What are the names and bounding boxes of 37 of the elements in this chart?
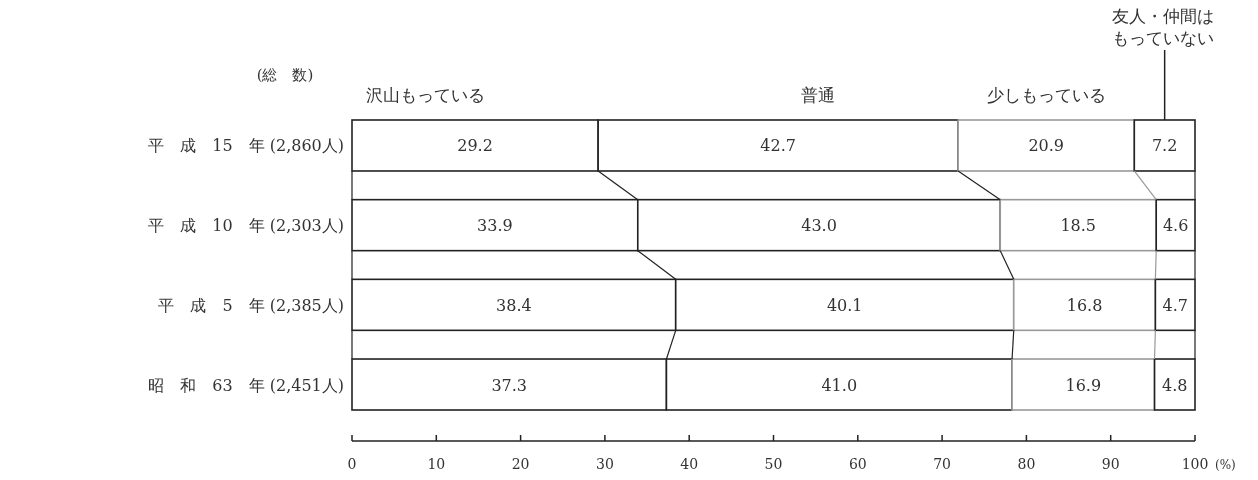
data-label: 20.9 — [1028, 136, 1065, 156]
x-tick-label: 60 — [848, 456, 867, 472]
series-label: 普通 — [801, 85, 836, 105]
x-tick-label: 40 — [680, 456, 699, 472]
x-tick-label: 90 — [1101, 456, 1120, 472]
x-tick-label: 50 — [764, 456, 783, 472]
x-tick-label: 30 — [595, 456, 614, 472]
x-tick-label: 100 — [1181, 456, 1209, 472]
data-label: 42.7 — [760, 136, 796, 156]
data-label: 16.8 — [1066, 295, 1103, 315]
data-label: 4.7 — [1162, 295, 1188, 315]
data-label: 38.4 — [496, 295, 532, 315]
data-label: 7.2 — [1151, 136, 1178, 156]
y-tick-label: 昭 和 63 年 (2,451人) — [148, 375, 344, 395]
x-tick-label: 20 — [511, 456, 530, 472]
data-label: 43.0 — [801, 216, 837, 236]
data-label: 4.6 — [1162, 216, 1189, 236]
y-tick-label: 平 成 5 年 (2,385人) — [158, 295, 344, 315]
data-label: 29.2 — [457, 136, 493, 156]
data-label: 16.9 — [1065, 375, 1102, 395]
data-label: 4.8 — [1162, 375, 1188, 395]
y-tick-label: 平 成 10 年 (2,303人) — [148, 216, 344, 236]
text: (総 数) — [256, 66, 314, 84]
y-tick-label: 平 成 15 年 (2,860人) — [148, 136, 344, 156]
series-label: 少しもっている — [986, 85, 1106, 105]
data-label: 33.9 — [477, 216, 513, 236]
x-tick-label: 70 — [933, 456, 952, 472]
data-label: 18.5 — [1060, 216, 1097, 236]
x-tick-label: 10 — [427, 456, 446, 472]
x-tick-label: 0 — [347, 456, 357, 472]
series-label: 沢山もっている — [365, 85, 485, 105]
data-label: 41.0 — [821, 375, 858, 395]
x-tick-label: 80 — [1017, 456, 1036, 472]
text: 友人・仲間はもっていない — [1111, 6, 1214, 48]
data-label: 40.1 — [826, 295, 863, 315]
data-label: 37.3 — [491, 375, 528, 395]
x-axis-title: (%) — [1215, 458, 1236, 472]
